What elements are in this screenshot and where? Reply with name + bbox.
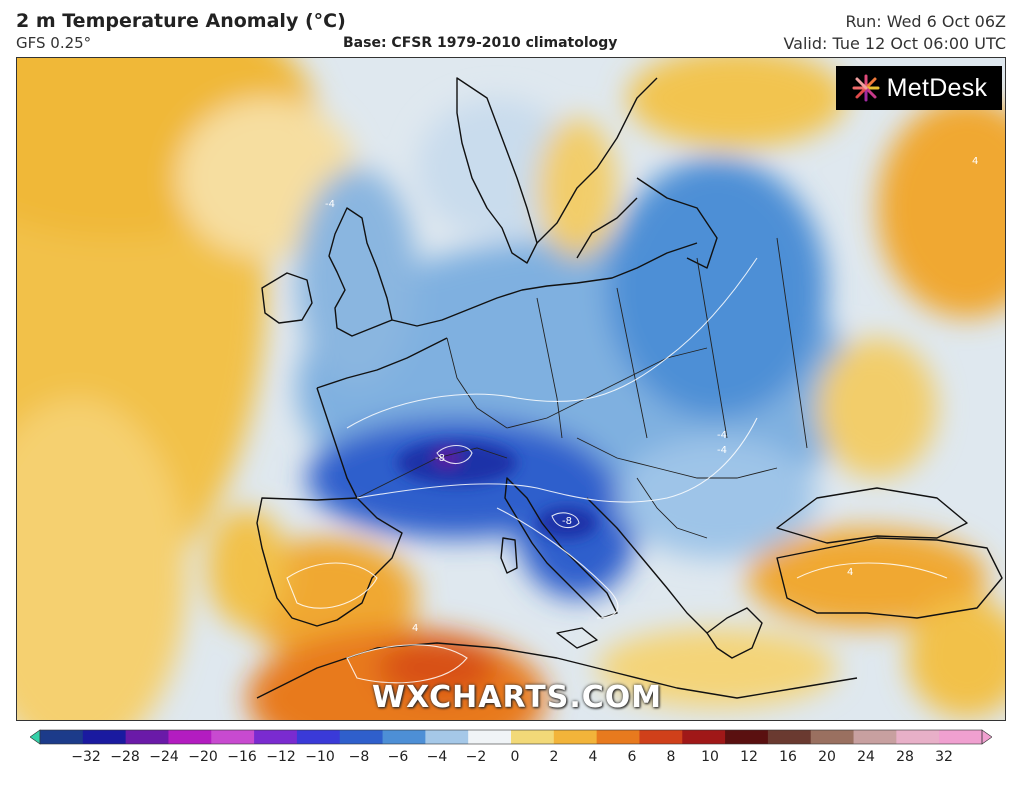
colorbar-tick-label: 28 <box>896 749 914 765</box>
colorbar-segment <box>468 730 512 744</box>
colorbar-tick-label: 24 <box>857 749 875 765</box>
colorbar-segment <box>382 730 426 744</box>
base-climatology-label: Base: CFSR 1979-2010 climatology <box>343 35 618 51</box>
contour-label: 4 <box>412 623 418 634</box>
map-canvas: -4 -4 -4 -8 -8 4 4 4 <box>17 58 1005 720</box>
logo-text: MetDesk <box>886 73 988 102</box>
colorbar-segment <box>725 730 769 744</box>
colorbar-segment <box>40 730 84 744</box>
contour-label: -4 <box>717 445 727 456</box>
colorbar-segment <box>596 730 640 744</box>
colorbar-tick-label: 16 <box>779 749 797 765</box>
colorbar-segment <box>853 730 897 744</box>
colorbar-segment <box>339 730 384 744</box>
colorbar-segment <box>296 730 341 744</box>
colorbar-segment <box>425 730 469 744</box>
temperature-anomaly-map[interactable]: -4 -4 -4 -8 -8 4 4 4 <box>16 57 1006 721</box>
colorbar-tick-label: −20 <box>188 749 218 765</box>
colorbar-tick-label: 20 <box>818 749 836 765</box>
contour-label: 4 <box>847 567 853 578</box>
colorbar-tick-label: 0 <box>510 749 520 765</box>
contour-label: -8 <box>435 453 445 464</box>
contour-labels: -4 -4 -4 -8 -8 4 4 4 <box>325 156 978 634</box>
run-time-label: Run: Wed 6 Oct 06Z <box>845 12 1006 31</box>
colorbar-segment <box>639 730 683 744</box>
metdesk-logo: MetDesk <box>836 66 1002 110</box>
colorbar-tick-label: 32 <box>935 749 953 765</box>
colorbar-tick-label: −12 <box>266 749 296 765</box>
colorbar-outline <box>39 729 983 745</box>
colorbar-segment <box>211 730 255 744</box>
contour-label: -4 <box>325 199 335 210</box>
watermark: WXCHARTS.COM <box>372 680 663 715</box>
country-borders <box>356 237 808 539</box>
colorbar-tick-label: −28 <box>110 749 140 765</box>
colorbar-segment <box>511 730 555 744</box>
colorbar-max-arrow <box>981 729 992 745</box>
contour-label: -8 <box>562 516 572 527</box>
colorbar-tick-label: −16 <box>227 749 257 765</box>
colorbar-segment <box>82 730 127 744</box>
colorbar-min-arrow <box>30 729 41 745</box>
colorbar-tick-label: −4 <box>426 749 448 765</box>
colorbar <box>30 729 992 745</box>
colorbar-tick-label: 2 <box>549 749 559 765</box>
colorbar-tick-label: 12 <box>740 749 758 765</box>
colorbar-segment <box>939 730 983 744</box>
coastlines <box>256 77 1003 699</box>
colorbar-segment <box>168 730 212 744</box>
colorbar-tick-label: −6 <box>387 749 409 765</box>
anomaly-field <box>17 58 1005 720</box>
colorbar-tick-label: 4 <box>588 749 598 765</box>
contour-label: 4 <box>972 156 978 167</box>
colorbar-segment <box>682 730 726 744</box>
colorbar-tick-label: −10 <box>305 749 335 765</box>
colorbar-tick-label: 8 <box>666 749 676 765</box>
chart-title: 2 m Temperature Anomaly (°C) <box>16 10 346 32</box>
starburst-logo-icon <box>852 74 880 102</box>
colorbar-tick-label: −8 <box>348 749 370 765</box>
colorbar-tick-label: −2 <box>465 749 487 765</box>
colorbar-segment <box>896 730 940 744</box>
colorbar-tick-label: −24 <box>149 749 179 765</box>
model-label: GFS 0.25° <box>16 34 92 52</box>
colorbar-segment <box>553 730 598 744</box>
colorbar-segment <box>254 730 298 744</box>
colorbar-tick-label: 6 <box>627 749 637 765</box>
colorbar-segment <box>125 730 169 744</box>
colorbar-segment <box>767 730 812 744</box>
colorbar-tick-label: 10 <box>701 749 719 765</box>
contour-lines <box>286 257 948 684</box>
contour-label: -4 <box>717 430 727 441</box>
colorbar-segment <box>810 730 855 744</box>
colorbar-tick-label: −32 <box>71 749 101 765</box>
valid-time-label: Valid: Tue 12 Oct 06:00 UTC <box>783 34 1006 53</box>
